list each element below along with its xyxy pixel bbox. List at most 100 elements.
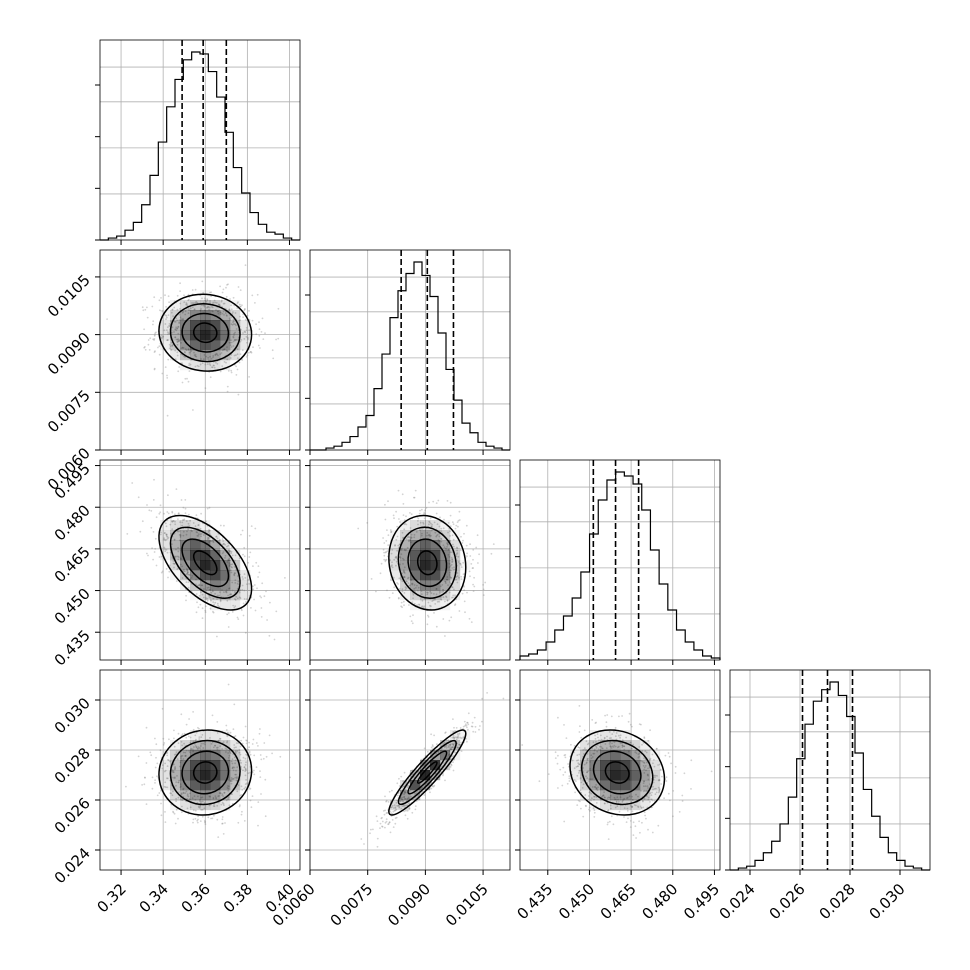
scatter-point: [632, 834, 635, 836]
scatter-point: [233, 606, 236, 609]
scatter-point: [221, 349, 224, 352]
scatter-point: [239, 753, 242, 756]
scatter-point: [162, 538, 165, 541]
scatter-point: [191, 797, 194, 800]
scatter-point: [244, 577, 247, 579]
histogram-panel-1-1: [305, 249, 511, 451]
density-cell: [200, 780, 211, 791]
scatter-point: [218, 304, 221, 307]
scatter-point: [145, 762, 148, 764]
scatter-point: [250, 525, 253, 527]
scatter-point: [435, 502, 438, 504]
scatter-point: [387, 534, 390, 537]
scatter-point: [407, 576, 410, 579]
density-cell: [650, 780, 661, 791]
scatter-point: [446, 542, 448, 545]
scatter-point: [164, 548, 166, 550]
y-tick-label: 0.480: [51, 501, 94, 544]
scatter-point: [194, 809, 197, 812]
scatter-point: [410, 620, 413, 622]
scatter-point: [214, 354, 217, 356]
scatter-point: [564, 771, 567, 774]
scatter-point: [578, 769, 581, 772]
scatter-point: [197, 747, 199, 750]
scatter-point: [226, 358, 229, 361]
scatter-point: [452, 718, 454, 720]
scatter-point: [452, 755, 455, 757]
scatter-point: [623, 745, 626, 748]
scatter-point: [432, 599, 435, 602]
scatter-point: [206, 599, 209, 602]
scatter-point: [204, 741, 206, 744]
scatter-point: [597, 786, 599, 789]
scatter-point: [615, 732, 618, 734]
scatter-point: [168, 325, 171, 328]
scatter-point: [221, 748, 224, 750]
scatter-point: [137, 755, 140, 758]
scatter-point: [194, 302, 197, 304]
scatter-point: [590, 799, 592, 802]
scatter-point: [153, 368, 156, 371]
density-cell: [450, 730, 461, 741]
scatter-point: [196, 601, 198, 604]
scatter-point: [462, 736, 465, 738]
scatter-point: [173, 538, 176, 541]
scatter-point: [230, 550, 233, 553]
scatter-point: [383, 551, 385, 554]
scatter-point: [234, 554, 237, 557]
scatter-point: [186, 377, 188, 380]
scatter-point: [219, 745, 222, 747]
density-cell: [400, 530, 411, 541]
scatter-point: [649, 758, 651, 761]
scatter-point: [179, 536, 182, 538]
scatter-point: [236, 776, 238, 778]
scatter-point: [406, 797, 409, 800]
scatter-point: [177, 546, 180, 549]
scatter-point: [222, 802, 225, 805]
scatter-point: [454, 604, 456, 607]
scatter-point: [177, 796, 180, 799]
scatter-point: [171, 520, 173, 523]
scatter-point: [217, 746, 219, 749]
scatter-point: [645, 790, 647, 792]
scatter-point: [225, 724, 228, 727]
scatter-point: [187, 528, 190, 531]
scatter-point: [190, 577, 193, 579]
scatter-point: [237, 393, 240, 396]
scatter-point: [200, 736, 203, 738]
scatter-point: [178, 791, 181, 793]
scatter-point: [226, 599, 229, 602]
scatter-point: [418, 529, 421, 531]
density-cell: [160, 340, 171, 351]
scatter-point: [185, 790, 188, 793]
scatter-point: [463, 532, 465, 535]
scatter-point: [403, 792, 406, 794]
scatter-point: [383, 542, 386, 544]
scatter-point: [243, 546, 246, 549]
scatter-point: [637, 805, 639, 808]
density-cell: [180, 750, 191, 761]
scatter-point: [408, 536, 411, 539]
density-cell: [230, 310, 241, 321]
scatter-point: [390, 812, 393, 815]
scatter-point: [435, 593, 438, 596]
scatter-point: [223, 791, 226, 794]
scatter-point: [443, 762, 445, 764]
scatter-point: [199, 603, 202, 606]
scatter-point: [241, 588, 244, 591]
density-cell: [650, 750, 661, 761]
scatter-point: [170, 532, 173, 535]
scatter-point: [586, 753, 589, 755]
density-cell: [190, 560, 201, 571]
scatter-point: [241, 810, 243, 813]
scatter-point: [439, 590, 441, 593]
scatter-point: [192, 302, 195, 304]
scatter-point: [583, 763, 586, 766]
scatter-point: [164, 769, 167, 772]
scatter-point: [166, 377, 169, 379]
density-cell: [180, 800, 191, 811]
scatter-point: [166, 331, 169, 333]
scatter-point: [591, 797, 593, 799]
scatter-point: [236, 368, 239, 371]
scatter-point: [375, 815, 378, 818]
